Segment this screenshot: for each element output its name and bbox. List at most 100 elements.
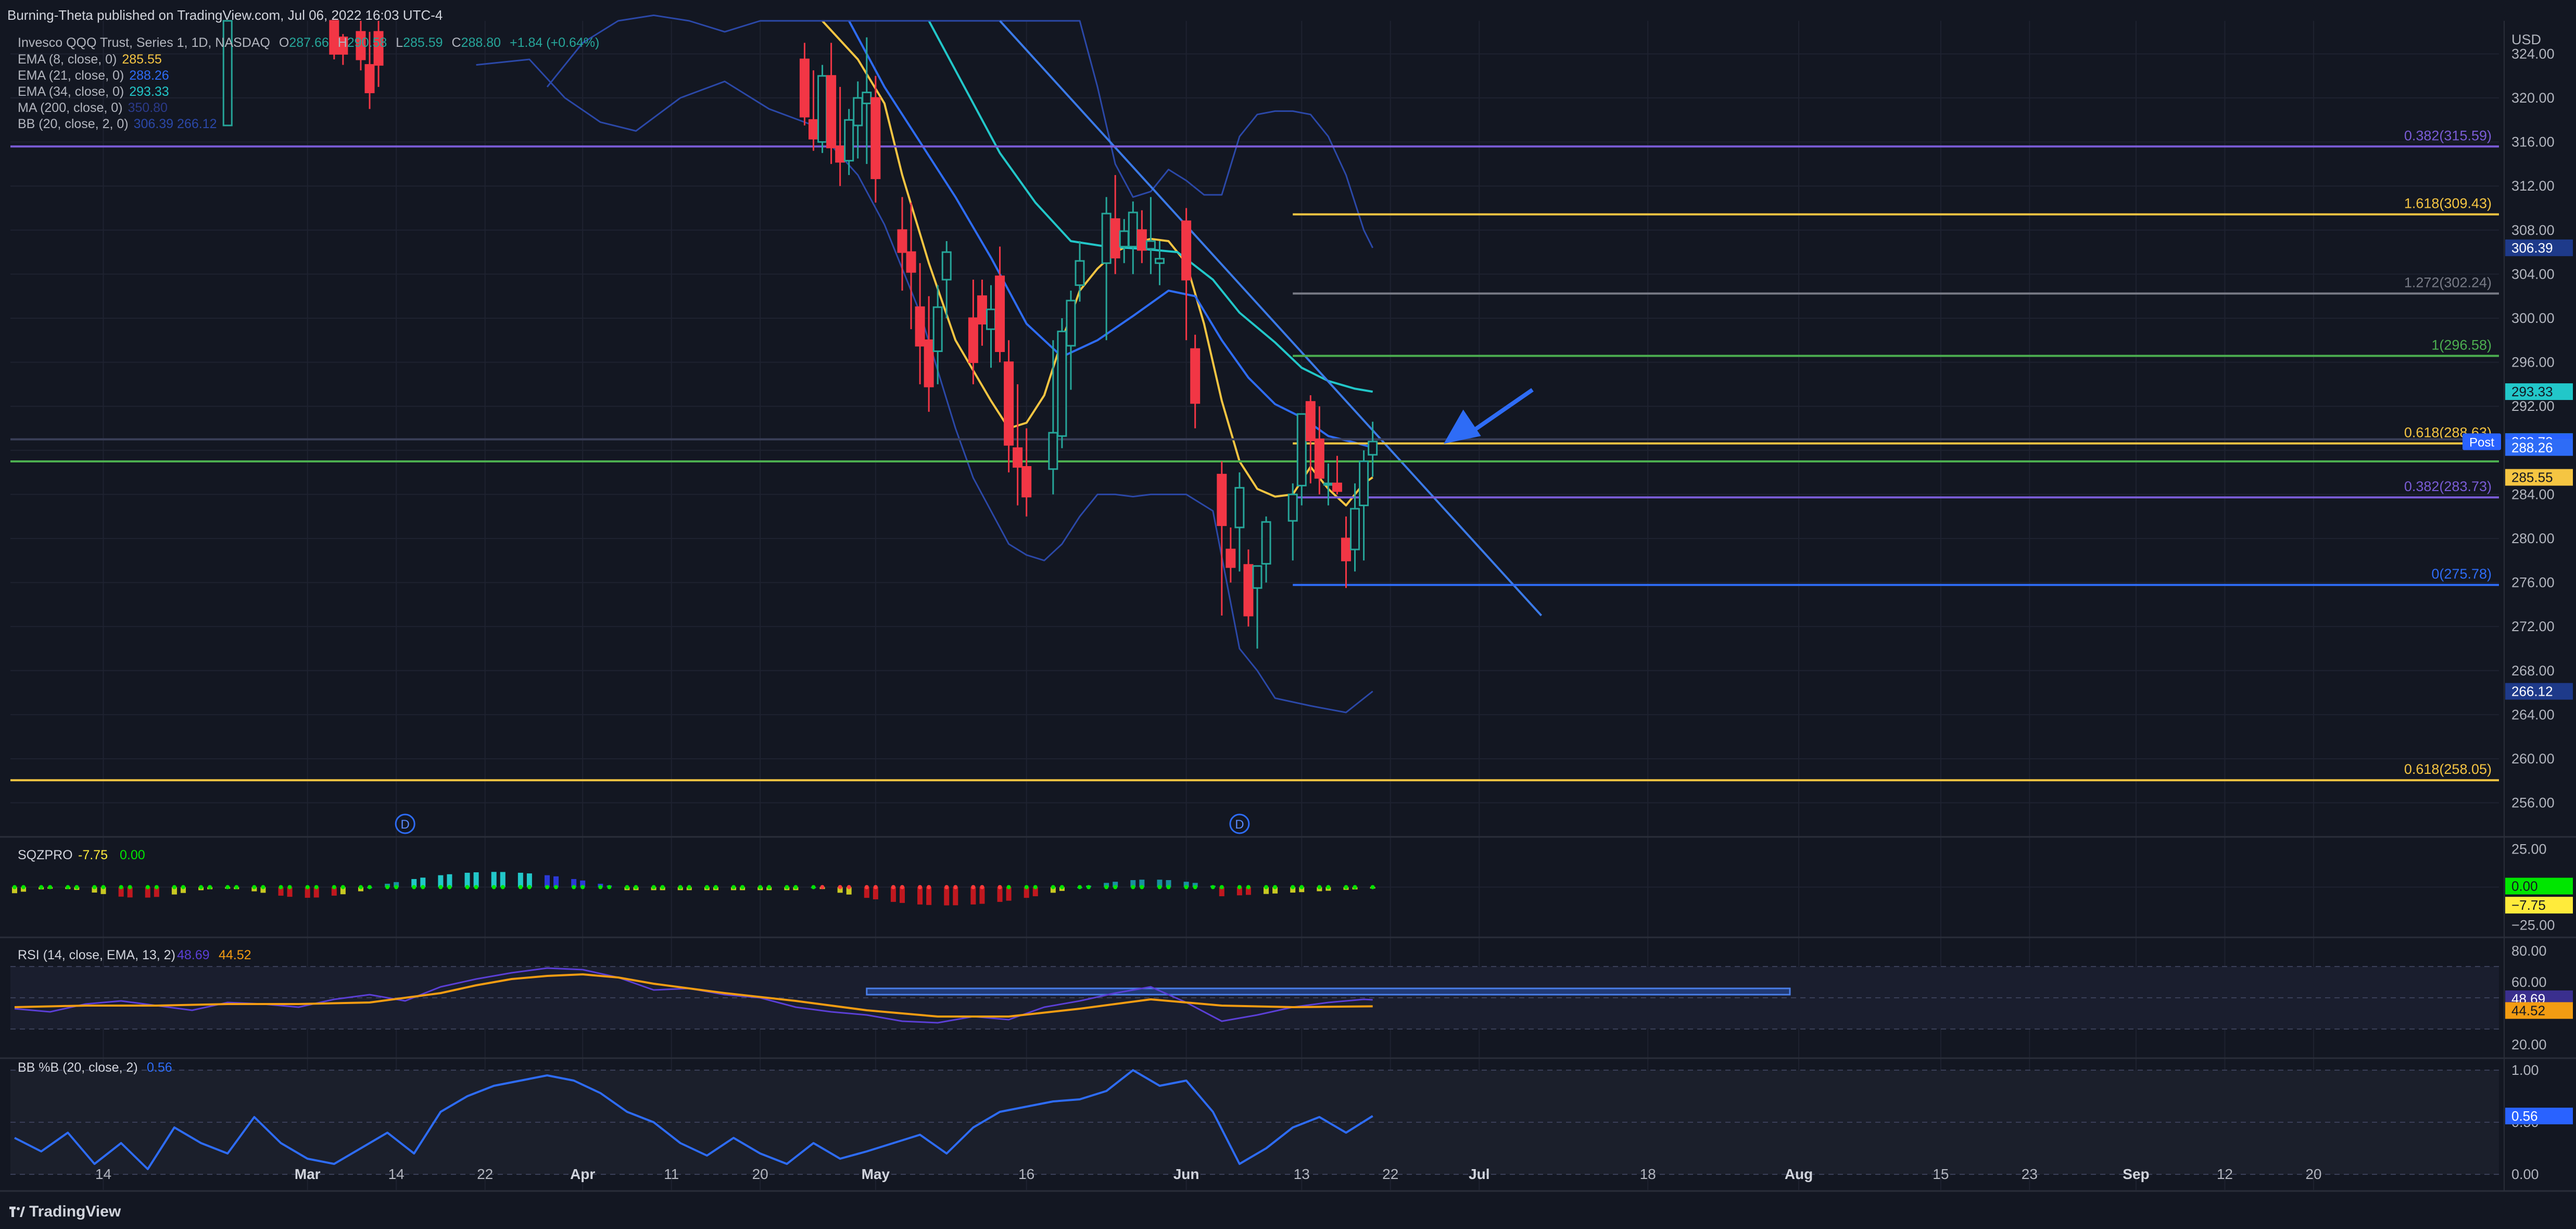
candle-down [1341, 537, 1351, 561]
sqz-dot [1237, 885, 1242, 889]
sqz-bar [1113, 882, 1118, 887]
candle-down [968, 317, 978, 363]
indicator-legend-row[interactable]: EMA (8, close, 0) 285.55 [18, 52, 162, 67]
x-tick-label: 14 [95, 1166, 111, 1182]
sqz-legend-value: -7.75 [78, 848, 108, 862]
sqz-dot [625, 885, 629, 889]
sqz-dot [1166, 885, 1171, 889]
dividend-marker-label: D [1235, 818, 1244, 832]
trendline [999, 20, 1543, 617]
indicator-value: 306.39 266.12 [133, 117, 217, 131]
x-tick-label: Jul [1469, 1166, 1489, 1182]
open-label: O [279, 35, 289, 50]
candle-up [1075, 260, 1085, 286]
sqz-title: SQZPRO [18, 848, 73, 862]
sqz-dot [580, 885, 585, 889]
sqz-bar [394, 882, 399, 887]
indicator-label: EMA (21, close, 0) [18, 68, 124, 83]
price-badge-value: 306.39 [2511, 240, 2553, 256]
candle-down [1137, 229, 1147, 251]
candle-down [995, 275, 1005, 352]
sqz-bar [340, 887, 346, 895]
sqz-bar [1183, 882, 1189, 887]
candle-down [1004, 361, 1014, 446]
candle-down [799, 58, 810, 118]
sqz-dot [927, 885, 931, 889]
sqz-bar [970, 887, 976, 905]
x-tick-label: 22 [477, 1166, 493, 1182]
brand-label: TradingView [29, 1203, 121, 1220]
sqz-dot [1353, 885, 1357, 889]
sqz-dot [385, 885, 390, 889]
y-tick-label: 276.00 [2511, 575, 2555, 591]
x-tick-label: Sep [2123, 1166, 2149, 1182]
tradingview-brand[interactable]: TradingView [9, 1203, 121, 1221]
rsi-badge [2505, 1002, 2573, 1019]
sqz-dot [279, 885, 283, 889]
sqz-dot [971, 885, 976, 889]
rsi-y-tick: 80.00 [2511, 943, 2547, 959]
sqz-bar [438, 875, 444, 887]
sqz-bar [1236, 887, 1242, 896]
fib-level-label: 1(296.58) [2431, 337, 2492, 353]
x-tick-label: 18 [1640, 1166, 1656, 1182]
indicator-legend-row[interactable]: MA (200, close, 0) 350.80 [18, 101, 168, 116]
indicator-label: EMA (8, close, 0) [18, 52, 117, 67]
sqz-dot [154, 885, 159, 889]
sqz-bar [837, 887, 843, 893]
sqz-dot [1140, 885, 1144, 889]
candle-down [1021, 466, 1032, 498]
dividend-marker-icon [1229, 813, 1250, 834]
sqz-dot [545, 885, 549, 889]
y-tick-label: 296.00 [2511, 355, 2555, 370]
sqz-dot [900, 885, 904, 889]
sqz-bar [1130, 880, 1136, 887]
sqz-bar [997, 887, 1003, 902]
sqz-dot [1193, 885, 1197, 889]
sqz-dot [199, 885, 204, 889]
candle-down [1181, 220, 1192, 281]
sqz-bar [287, 887, 293, 897]
x-tick-label: 16 [1018, 1166, 1034, 1182]
sqz-dot [181, 885, 185, 889]
indicator-legend-row[interactable]: EMA (21, close, 0) 288.26 [18, 68, 169, 83]
sqz-dot [758, 885, 763, 889]
bbp-badge-value: 0.56 [2511, 1108, 2538, 1124]
sqz-dot [820, 885, 825, 889]
sqz-bar [545, 875, 550, 887]
rsi-legend-value: 44.52 [219, 948, 251, 962]
sqz-dot [261, 885, 266, 889]
tradingview-logo-icon [9, 1207, 25, 1217]
sqz-dot [598, 885, 603, 889]
indicator-legend-row[interactable]: EMA (34, close, 0) 293.33 [18, 84, 169, 99]
x-tick-label: 14 [388, 1166, 405, 1182]
sqz-dot [234, 885, 239, 889]
sqz-dot [39, 885, 44, 889]
indicator-legend-row[interactable]: BB (20, close, 2, 0) 306.39 266.12 [18, 117, 217, 132]
rsi-range-box [866, 987, 1791, 996]
price-badge-value: 293.33 [2511, 384, 2553, 399]
sqz-dot [208, 885, 212, 889]
sqz-bar [500, 872, 506, 887]
ema8-line [822, 20, 1373, 507]
sqz-dot [660, 885, 665, 889]
sqz-dot [918, 885, 923, 889]
bbp-y-tick: 1.00 [2511, 1062, 2539, 1078]
low-value: 285.59 [403, 35, 443, 50]
sqz-dot [1087, 885, 1091, 889]
sqz-dot [731, 885, 736, 889]
bb-upper-line [546, 14, 1374, 248]
sqz-bar [1219, 887, 1224, 897]
sqz-y-tick: −25.00 [2511, 918, 2555, 933]
sqz-bar [890, 887, 896, 902]
sqz-dot [92, 885, 97, 889]
post-tag-label: Post [2469, 435, 2494, 449]
published-line: Burning-Theta published on TradingView.c… [7, 7, 443, 23]
sqz-dot [465, 885, 470, 889]
candle-down [1190, 348, 1201, 404]
candle-down [338, 36, 348, 55]
sqz-bar [305, 887, 310, 898]
y-tick-label: 268.00 [2511, 663, 2555, 679]
